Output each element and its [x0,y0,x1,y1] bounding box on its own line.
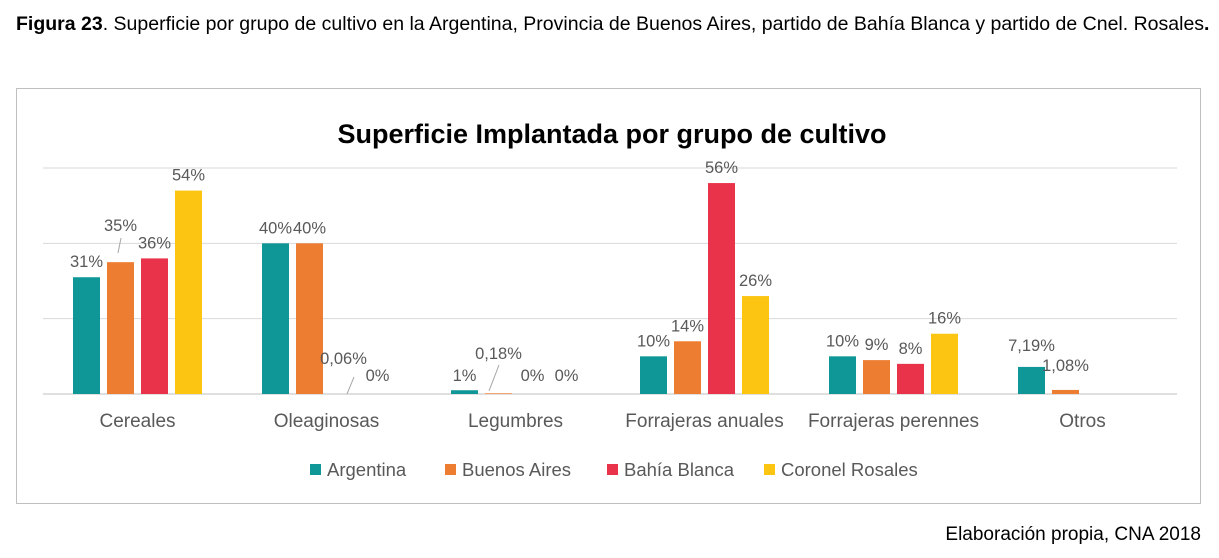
data-label: 0,18% [475,345,522,363]
leader-line [346,376,355,395]
legend-swatch [607,464,618,475]
source-note: Elaboración propia, CNA 2018 [945,524,1201,545]
bars [73,183,1079,394]
bar [742,296,769,394]
chart-frame: Superficie Implantada por grupo de culti… [16,88,1201,504]
legend-label: Coronel Rosales [781,459,918,480]
legend-label: Argentina [327,459,407,480]
data-label: 1,08% [1042,357,1089,375]
data-label: 0,06% [320,350,367,368]
figure-caption-text: . Superficie por grupo de cultivo en la … [102,13,1205,35]
chart-title: Superficie Implantada por grupo de culti… [337,119,886,149]
category-label: Forrajeras anuales [625,411,783,432]
bar [107,262,134,394]
figure-label: Figura 23 [16,13,103,35]
bar [863,360,890,394]
data-label: 36% [138,234,171,252]
bar [1052,389,1079,394]
data-label: 26% [739,272,772,290]
bar [73,277,100,394]
bar-chart: Superficie Implantada por grupo de culti… [43,119,1177,480]
category-label: Oleaginosas [274,411,380,432]
data-label: 9% [865,336,889,354]
data-label: 0% [555,367,579,385]
legend-label: Bahía Blanca [624,459,735,480]
bar [674,341,701,394]
data-label: 0% [521,367,545,385]
leader-line [488,364,500,392]
bar [897,363,924,394]
bar [708,183,735,394]
legend-swatch [310,464,321,475]
data-label: 8% [899,340,923,358]
data-label: 7,19% [1008,337,1055,355]
legend-swatch [445,464,456,475]
bar [485,393,512,394]
bar [931,333,958,394]
data-label: 10% [826,332,859,350]
gridlines [43,167,1177,395]
data-label: 0% [366,367,390,385]
data-label: 10% [637,332,670,350]
data-label: 40% [259,219,292,237]
legend: Argentina Buenos Aires Bahía Blanca Coronel… [310,459,918,480]
data-label: 14% [671,317,704,335]
data-label: 56% [705,159,738,177]
legend-label: Buenos Aires [462,459,571,480]
data-label: 35% [104,217,137,235]
data-label: 1% [453,367,477,385]
category-label: Otros [1059,411,1105,432]
figure-caption: Figura 23. Superficie por grupo de culti… [16,10,1211,39]
category-label: Forrajeras perennes [808,411,979,432]
data-label: 40% [293,219,326,237]
data-labels: 31%35%36%54%40% 40%0,06%0% 1%0,18%0% 0%10%1… [70,159,1089,395]
legend-swatch [764,464,775,475]
figure-caption-end: . [1204,13,1210,35]
bar [175,190,202,394]
bar [451,390,478,394]
data-label: 54% [172,167,205,185]
category-label: Legumbres [468,411,563,432]
bar [141,258,168,394]
data-label: 31% [70,253,103,271]
data-label: 16% [928,310,961,328]
category-label: Cereales [99,411,175,432]
bar [262,243,289,394]
bar [640,356,667,394]
bar [829,356,856,394]
bar [1018,366,1045,394]
bar [296,243,323,394]
category-labels: Cereales Oleaginosas Legumbres Forrajeras a… [99,411,1105,432]
leader-line [117,237,122,254]
